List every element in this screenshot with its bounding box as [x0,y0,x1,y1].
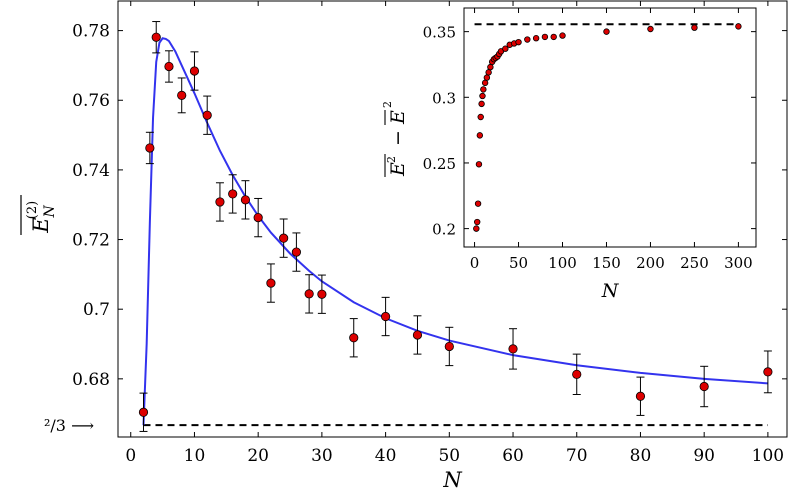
main-y-tick-label: 0.68 [72,370,110,390]
inset-data-point [541,33,549,41]
main-data-point [215,197,225,207]
main-x-tick-label: 10 [184,446,206,466]
main-data-point [151,32,161,42]
inset-data-point [473,225,480,232]
inset-data-point [647,25,654,33]
main-data-point [291,247,301,257]
inset-data-point [559,32,566,39]
inset-data-point [483,74,491,81]
main-data-point [699,381,709,392]
inset-y-tick-label: 0.35 [423,24,456,42]
main-x-tick-label: 60 [502,446,524,466]
main-x-tick-label: 0 [125,446,136,466]
inset-data-point [524,36,531,43]
inset-data-point [485,69,492,76]
inset-x-tick-label: 0 [470,254,480,272]
main-x-tick-label: 20 [247,446,269,466]
main-data-point [304,289,314,299]
main-data-point [380,311,391,322]
main-data-point [279,233,289,243]
inset-data-point [476,132,484,139]
main-data-point [763,367,773,377]
inset-data-point [603,28,610,35]
inset-x-tick-label: 50 [509,254,528,272]
main-y-axis-title: EN (2) [20,195,58,235]
inset-data-point [477,113,484,121]
inset-x-tick-label: 150 [592,254,621,272]
main-y-tick-label: 0.78 [72,22,110,42]
svg-text:EN: EN [29,204,58,233]
main-y-tick-label: 0.72 [72,231,110,251]
svg-text:E: E [387,110,409,125]
inset-data-point [735,23,742,30]
main-data-point [444,341,454,352]
inset-data-point [481,79,489,87]
main-data-point [635,391,646,401]
main-x-tick-label: 100 [752,446,784,466]
main-y-tick-label: 0.74 [72,161,110,181]
inset-data-point [550,33,557,41]
main-y-tick-label: 0.76 [72,91,110,111]
inset-data-point [691,24,698,31]
main-data-point [317,289,327,299]
main-x-tick-label: 50 [438,446,460,466]
main-x-tick-label: 70 [566,446,588,466]
main-data-point [349,333,359,343]
main-x-axis-title: N [442,468,462,492]
inset-data-point [474,200,482,207]
inset-y-tick-label: 0.2 [432,221,456,239]
inset-y-tick-label: 0.3 [432,89,456,107]
main-plot: 0 10 20 30 40 50 60 70 80 90 1000.680.70.720.740.7… [44,1,787,492]
inset-data-point [478,100,485,108]
inset-data-point [515,38,522,46]
main-data-point [202,110,212,120]
main-plot-frame [117,0,788,438]
main-x-tick-label: 80 [630,446,652,466]
inset-y-axis-title: E 2 − E 2 [381,101,409,177]
main-data-point [253,213,263,223]
svg-text:−: − [387,130,409,146]
svg-text:2: 2 [385,156,398,163]
inset-data-point [475,161,483,168]
inset-x-axis-title: N [601,280,620,302]
main-data-point [572,369,582,379]
svg-text:2: 2 [381,101,394,108]
inset-data-point [473,218,481,226]
main-data-point [266,278,276,288]
main-data-point [138,407,149,417]
inset-x-tick-label: 250 [680,254,709,272]
inset-x-tick-label: 200 [636,254,665,272]
inset-x-tick-label: 100 [548,254,577,272]
main-data-point [508,344,518,354]
inset-plot: 0 50 100 150 200 250 300 0.2 0.25 0.3 0.35 N [423,8,756,302]
inset-data-point [502,45,509,52]
main-x-tick-label: 30 [311,446,333,466]
inset-data-point [532,35,540,42]
svg-text:E: E [387,162,409,177]
main-data-point [164,61,174,72]
main-data-point [412,330,423,340]
inset-data-point [487,63,494,71]
main-annotation-label: ²/3 ⟶ [44,416,94,435]
main-y-tick-label: 0.7 [83,300,110,320]
main-data-point [177,90,187,100]
inset-plot-frame [463,7,757,248]
main-x-tick-label: 40 [375,446,397,466]
main-data-point [228,189,238,199]
inset-data-point [480,86,487,93]
svg-text:(2): (2) [25,201,40,219]
main-x-tick-label: 90 [693,446,715,466]
inset-x-tick-label: 300 [724,254,753,272]
main-data-point [145,143,155,153]
main-data-point [240,195,251,205]
inset-data-point [479,92,486,100]
main-data-point [189,66,200,76]
inset-y-tick-label: 0.25 [423,155,456,173]
